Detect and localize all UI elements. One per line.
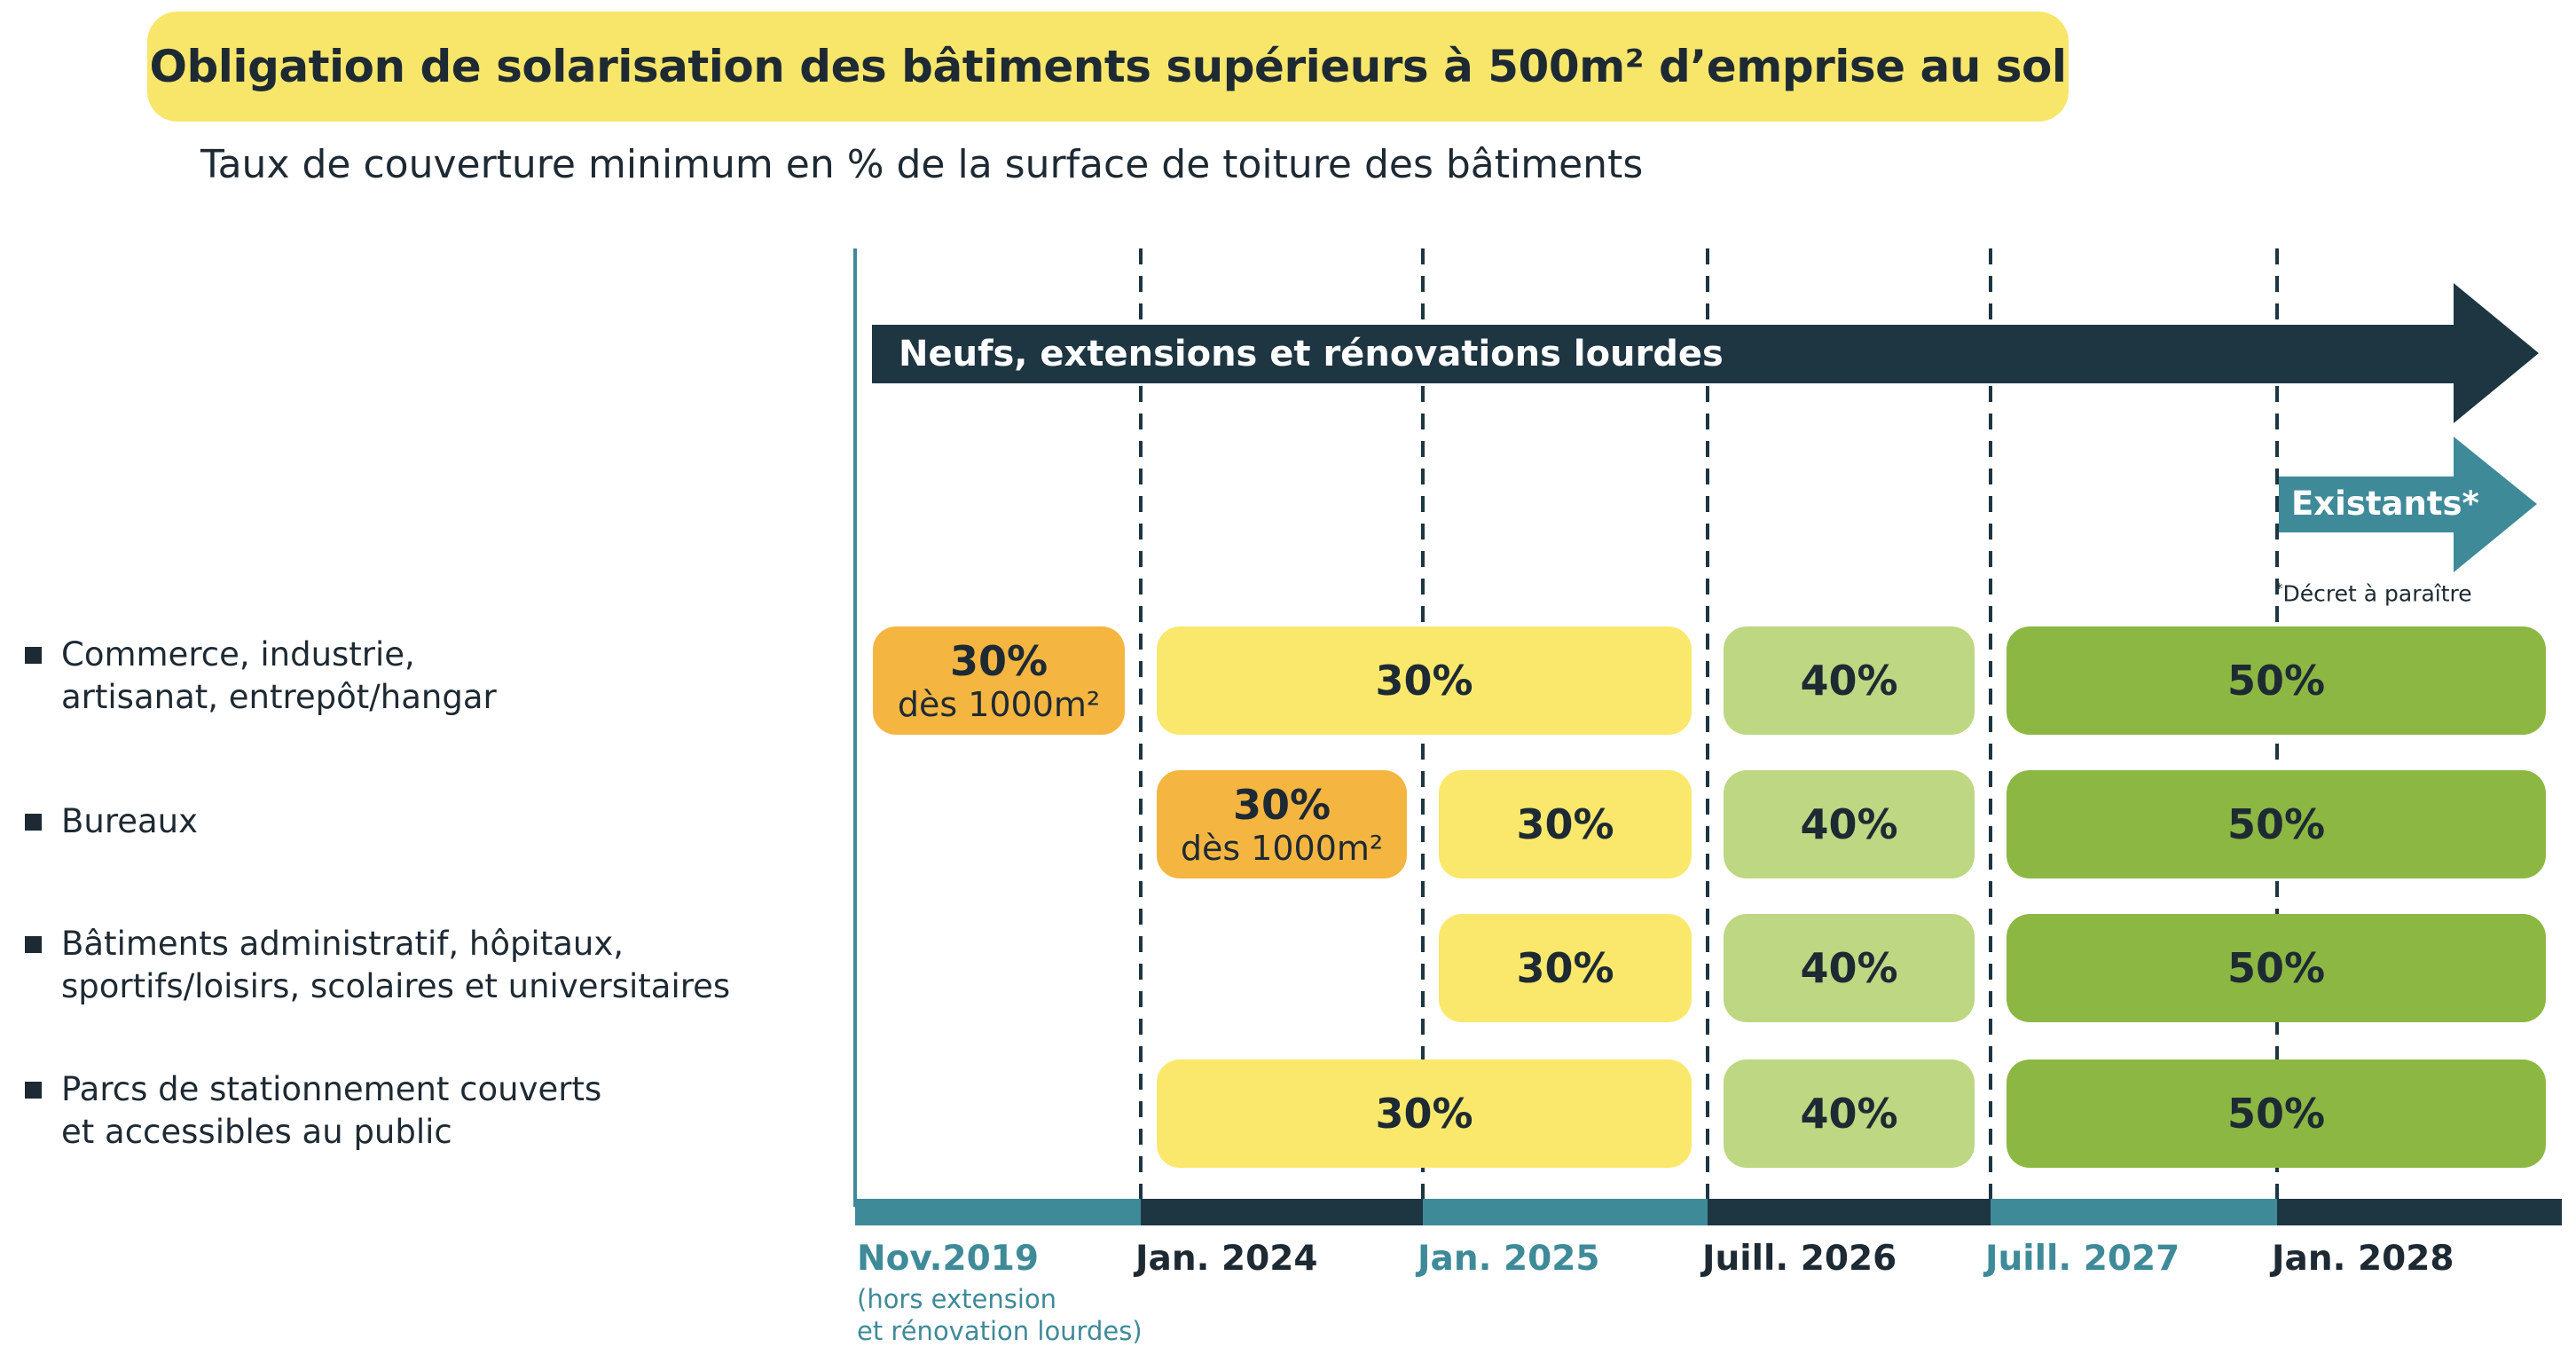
rate-value: 30% xyxy=(1232,781,1331,829)
category-bureaux: Bureaux xyxy=(25,800,198,843)
existing-buildings-label: Existants* xyxy=(2291,484,2479,523)
timeline-segment-4 xyxy=(1708,1199,1991,1225)
rate-box: 50% xyxy=(2007,626,2546,735)
category-label: Bureaux xyxy=(61,802,199,840)
rate-value: 30% xyxy=(1375,657,1473,705)
category-parking: Parcs de stationnement couverts et acces… xyxy=(25,1068,601,1154)
new-buildings-label: Neufs, extensions et rénovations lourdes xyxy=(899,334,1724,374)
page-title: Obligation de solarisation des bâtiments… xyxy=(149,41,2067,92)
rate-value: 40% xyxy=(1800,657,1898,705)
category-label: Parcs de stationnement couverts et acces… xyxy=(61,1070,602,1151)
timeline-date: Nov.2019 xyxy=(857,1239,1040,1279)
rate-value: 40% xyxy=(1800,944,1898,992)
rate-value: 30% xyxy=(1516,800,1614,848)
timeline-segment-5 xyxy=(1991,1199,2277,1225)
timeline-date: Jan. 2025 xyxy=(1418,1239,1600,1279)
rate-box: 40% xyxy=(1724,1059,1975,1168)
rate-box: 40% xyxy=(1724,914,1975,1022)
rate-value: 50% xyxy=(2227,944,2326,992)
rate-box: 50% xyxy=(2007,770,2546,878)
timeline-segment-1 xyxy=(855,1199,1141,1225)
timeline-date: Jan. 2024 xyxy=(1135,1239,1318,1279)
subtitle: Taux de couverture minimum en % de la su… xyxy=(200,142,1644,187)
rate-box: 30% xyxy=(1439,770,1692,878)
new-buildings-arrow xyxy=(872,283,2539,423)
category-label: Commerce, industrie, artisanat, entrepôt… xyxy=(61,635,497,716)
category-public-buildings: Bâtiments administratif, hôpitaux, sport… xyxy=(25,923,730,1008)
rate-box: 30% dès 1000m² xyxy=(873,626,1125,735)
rate-box: 40% xyxy=(1724,770,1975,878)
rate-box: 30% xyxy=(1157,626,1692,735)
timeline-date: Juill. 2026 xyxy=(1702,1239,1897,1279)
rate-value: 30% xyxy=(949,637,1048,685)
existing-buildings-arrow xyxy=(2279,437,2537,572)
category-commerce: Commerce, industrie, artisanat, entrepôt… xyxy=(25,634,497,719)
bullet-square xyxy=(25,647,42,664)
timeline-segment-3 xyxy=(1423,1199,1708,1225)
timeline-date-note: (hors extension et rénovation lourdes) xyxy=(857,1284,1143,1346)
rate-note: dès 1000m² xyxy=(1180,829,1384,868)
rate-value: 50% xyxy=(2227,800,2326,848)
rate-box: 30% xyxy=(1157,1059,1692,1168)
rate-value: 40% xyxy=(1800,800,1898,848)
bullet-square xyxy=(25,1082,42,1099)
rate-value: 30% xyxy=(1516,944,1614,992)
decree-note: *Décret à paraître xyxy=(2276,580,2472,606)
rate-note: dès 1000m² xyxy=(897,685,1101,724)
rate-value: 50% xyxy=(2227,657,2326,705)
title-banner: Obligation de solarisation des bâtiments… xyxy=(147,12,2069,122)
decree-note-mark: * xyxy=(2276,580,2283,596)
timeline-date: Jan. 2028 xyxy=(2272,1239,2454,1279)
timeline-date: Juill. 2027 xyxy=(1985,1239,2180,1279)
rate-box: 30% dès 1000m² xyxy=(1157,770,1407,878)
rate-box: 40% xyxy=(1724,626,1975,735)
timeline-segment-2 xyxy=(1141,1199,1423,1225)
timeline-segment-6 xyxy=(2277,1199,2562,1225)
decree-note-text: Décret à paraître xyxy=(2282,580,2472,607)
bullet-square xyxy=(25,936,42,953)
rate-box: 50% xyxy=(2007,914,2546,1022)
rate-box: 50% xyxy=(2007,1059,2546,1168)
category-label: Bâtiments administratif, hôpitaux, sport… xyxy=(61,925,731,1005)
rate-value: 50% xyxy=(2227,1090,2326,1138)
bullet-square xyxy=(25,814,42,831)
rate-value: 30% xyxy=(1375,1090,1473,1138)
rate-box: 30% xyxy=(1439,914,1692,1022)
rate-value: 40% xyxy=(1800,1090,1898,1138)
